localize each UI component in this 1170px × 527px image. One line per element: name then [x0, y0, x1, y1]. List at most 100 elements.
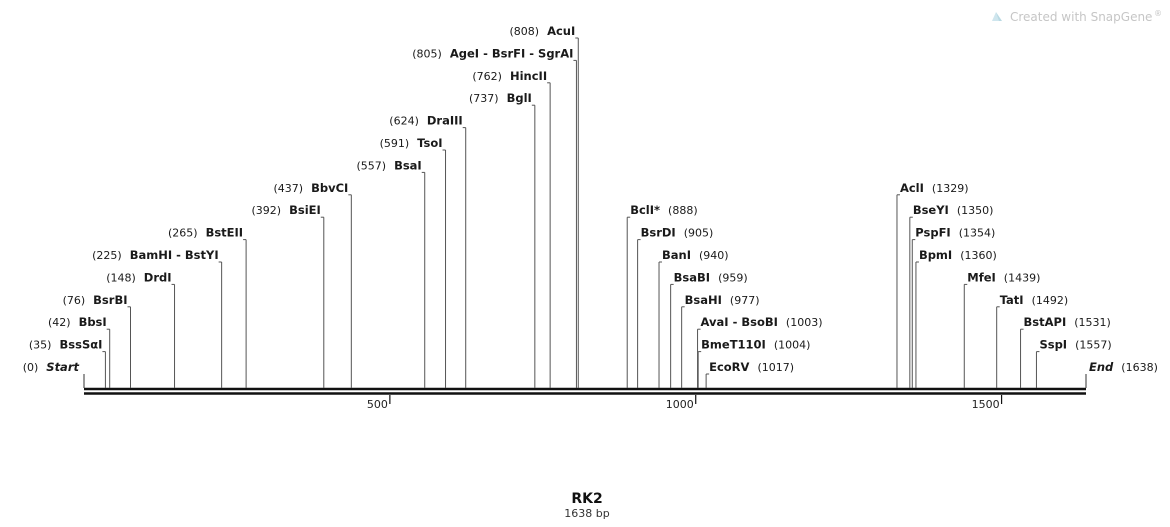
- site-position: (392): [252, 204, 282, 217]
- site-position: (437): [274, 182, 304, 195]
- site-position: (0): [23, 361, 39, 374]
- site-enzyme-name: BpmI: [919, 248, 952, 262]
- site-position: (1004): [774, 339, 811, 352]
- sequence-end-start: (0) Start: [23, 360, 85, 388]
- site-position: (888): [668, 204, 698, 217]
- site-position: (940): [699, 249, 729, 262]
- site: (42) BbsI: [48, 315, 111, 388]
- position-axis: 500 1000 1500: [367, 395, 1003, 411]
- site: BsaHI (977): [681, 293, 760, 388]
- site: BmeT110I (1004): [697, 338, 810, 388]
- site-enzyme-name: HincII: [510, 69, 547, 83]
- site-position: (737): [469, 92, 499, 105]
- axis-tick-label: 500: [367, 398, 388, 411]
- site-position: (557): [356, 159, 386, 172]
- watermark-text: Created with SnapGene: [1010, 10, 1152, 24]
- site-enzyme-name: BglI: [507, 91, 532, 105]
- sequence-end-end: End (1638): [1085, 360, 1158, 388]
- site-enzyme-name: AvaI - BsoBI: [701, 315, 778, 329]
- site-enzyme-name: DrdI: [144, 270, 172, 284]
- site: PspFI (1354): [911, 226, 995, 388]
- site-label: BmeT110I (1004): [701, 338, 810, 352]
- site: (35) BssSαI: [29, 338, 106, 388]
- site-label: (35) BssSαI: [29, 338, 103, 352]
- site-position: (35): [29, 339, 52, 352]
- sequence-length: 1638 bp: [564, 507, 609, 520]
- site: AvaI - BsoBI (1003): [697, 315, 823, 388]
- site-position: (42): [48, 316, 71, 329]
- site-position: (591): [380, 137, 410, 150]
- sequence-backbone: [84, 387, 1086, 395]
- site: BclI* (888): [626, 203, 698, 388]
- site: MfeI (1439): [963, 270, 1040, 388]
- site-enzyme-name: TsoI: [417, 136, 442, 150]
- site-position: (1439): [1004, 271, 1041, 284]
- site: (557) BsaI: [356, 158, 426, 388]
- site-position: (1350): [957, 204, 994, 217]
- site-label: BsaHI (977): [685, 293, 760, 307]
- site-enzyme-name: BsaHI: [685, 293, 722, 307]
- site-enzyme-name: AclI: [900, 181, 924, 195]
- site: EcoRV (1017): [705, 360, 794, 388]
- site-label: BanI (940): [662, 248, 729, 262]
- site-label: (0) Start: [23, 360, 80, 374]
- site: BstAPI (1531): [1020, 315, 1111, 388]
- site-position: (808): [509, 25, 539, 38]
- site: (624) DraIII: [389, 114, 467, 388]
- site-label: (76) BsrBI: [63, 293, 128, 307]
- site-label: BclI* (888): [630, 203, 697, 217]
- site-enzyme-name: BsrDI: [641, 226, 676, 240]
- site-enzyme-name: BanI: [662, 248, 691, 262]
- site-enzyme-name: BbsI: [79, 315, 107, 329]
- site: (737) BglI: [469, 91, 536, 388]
- site-enzyme-name: BsiEI: [289, 203, 321, 217]
- axis-tick-label: 1000: [666, 398, 694, 411]
- site-enzyme-name: BsaBI: [674, 270, 710, 284]
- site-label: AclI (1329): [900, 181, 969, 195]
- site-enzyme-name: AcuI: [547, 24, 575, 38]
- site-label: MfeI (1439): [967, 270, 1040, 284]
- site-position: (762): [472, 70, 502, 83]
- site: (762) HincII: [472, 69, 551, 388]
- site-enzyme-name: BseYI: [913, 203, 949, 217]
- site-position: (265): [168, 227, 198, 240]
- site: (225) BamHI - BstYI: [92, 248, 223, 388]
- site: (148) DrdI: [106, 270, 176, 388]
- site-enzyme-name: EcoRV: [709, 360, 749, 374]
- site: AclI (1329): [896, 181, 969, 388]
- site-label: BsaBI (959): [674, 270, 748, 284]
- site-label: BseYI (1350): [913, 203, 994, 217]
- site-enzyme-name: PspFI: [915, 226, 950, 240]
- site: BsaBI (959): [670, 270, 748, 388]
- site-position: (1329): [932, 182, 969, 195]
- site-enzyme-name: BbvCI: [311, 181, 348, 195]
- site-position: (1557): [1075, 339, 1112, 352]
- site-label: BpmI (1360): [919, 248, 997, 262]
- site-label: (557) BsaI: [356, 158, 421, 172]
- watermark: Created with SnapGene ®: [992, 9, 1162, 24]
- site-label: (42) BbsI: [48, 315, 107, 329]
- site-label: AvaI - BsoBI (1003): [701, 315, 823, 329]
- site-enzyme-name: TatI: [1000, 293, 1024, 307]
- site: (265) BstEII: [168, 226, 247, 388]
- sequence-name: RK2: [571, 491, 602, 507]
- site-label: (805) AgeI - BsrFI - SgrAI: [412, 46, 573, 60]
- site: (76) BsrBI: [63, 293, 131, 388]
- site: (591) TsoI: [380, 136, 447, 388]
- site-enzyme-name: BamHI - BstYI: [130, 248, 219, 262]
- site: TatI (1492): [996, 293, 1068, 388]
- site-position: (225): [92, 249, 122, 262]
- site-enzyme-name: BsaI: [394, 158, 422, 172]
- site-enzyme-name: BstAPI: [1024, 315, 1067, 329]
- site-label: BsrDI (905): [641, 226, 714, 240]
- site-enzyme-name: Start: [46, 360, 79, 374]
- sequence-ends: (0) Start End (1638): [23, 360, 1158, 388]
- site-label: BstAPI (1531): [1024, 315, 1111, 329]
- site-position: (148): [106, 271, 136, 284]
- site-label: EcoRV (1017): [709, 360, 794, 374]
- site-enzyme-name: BclI*: [630, 203, 660, 217]
- site-label: (392) BsiEI: [252, 203, 321, 217]
- site-label: (591) TsoI: [380, 136, 443, 150]
- site-label: (737) BglI: [469, 91, 532, 105]
